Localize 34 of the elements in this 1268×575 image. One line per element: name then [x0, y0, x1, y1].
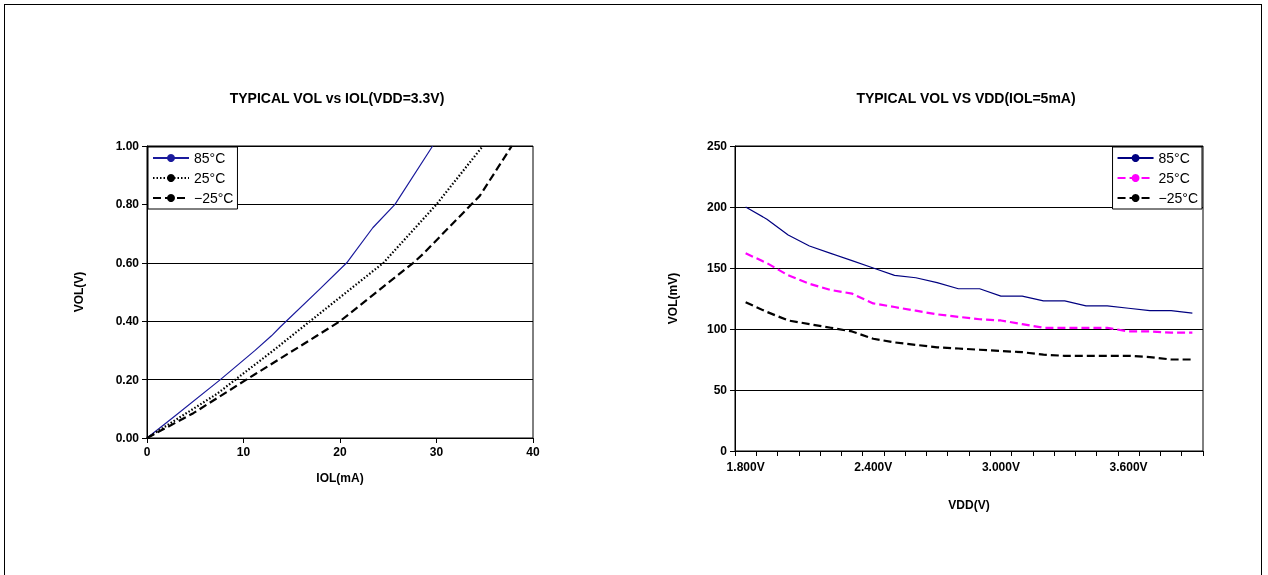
x-tick-label: 40: [526, 445, 540, 459]
x-tick-label: 3.000V: [981, 460, 1020, 474]
legend-label: 85°C: [194, 150, 226, 166]
y-axis-title: VOL(V): [72, 271, 86, 313]
y-tick-label: 0.40: [115, 314, 140, 329]
x-tick-label: 30: [429, 445, 444, 459]
y-tick-label: 100: [706, 322, 728, 336]
x-axis-title: VDD(V): [948, 498, 990, 512]
y-tick-label: 200: [706, 200, 728, 214]
y-tick-label: 0.20: [115, 372, 140, 387]
x-axis-title: IOL(mA): [316, 471, 364, 485]
y-tick-label: 0.60: [115, 255, 140, 270]
y-tick-label: 50: [713, 383, 728, 397]
y-axis-title: VOL(mV): [666, 272, 680, 325]
x-tick-label: 0: [143, 445, 151, 459]
y-tick-label: 250: [706, 139, 728, 153]
y-tick-label: 0.00: [115, 431, 140, 445]
legend-label: 25°C: [194, 170, 226, 186]
line-series: [744, 252, 1194, 334]
legend-label: 25°C: [1158, 170, 1190, 186]
y-tick-label: 150: [706, 261, 728, 275]
y-tick-label: 0.80: [115, 197, 140, 212]
chart-title: TYPICAL VOL VS VDD(IOL=5mA): [856, 90, 1076, 106]
legend-label: −25°C: [194, 190, 234, 206]
x-tick-label: 1.800V: [726, 460, 765, 474]
line-series: [745, 206, 1193, 314]
chart-title: TYPICAL VOL vs IOL(VDD=3.3V): [229, 90, 445, 106]
x-tick-label: 3.600V: [1109, 460, 1148, 474]
x-tick-label: 10: [236, 445, 251, 459]
y-tick-label: 1.00: [115, 139, 140, 153]
x-tick-label: 20: [333, 445, 347, 459]
x-tick-label: 2.400V: [854, 460, 893, 474]
legend-label: −25°C: [1158, 190, 1199, 206]
legend-label: 85°C: [1158, 150, 1190, 166]
